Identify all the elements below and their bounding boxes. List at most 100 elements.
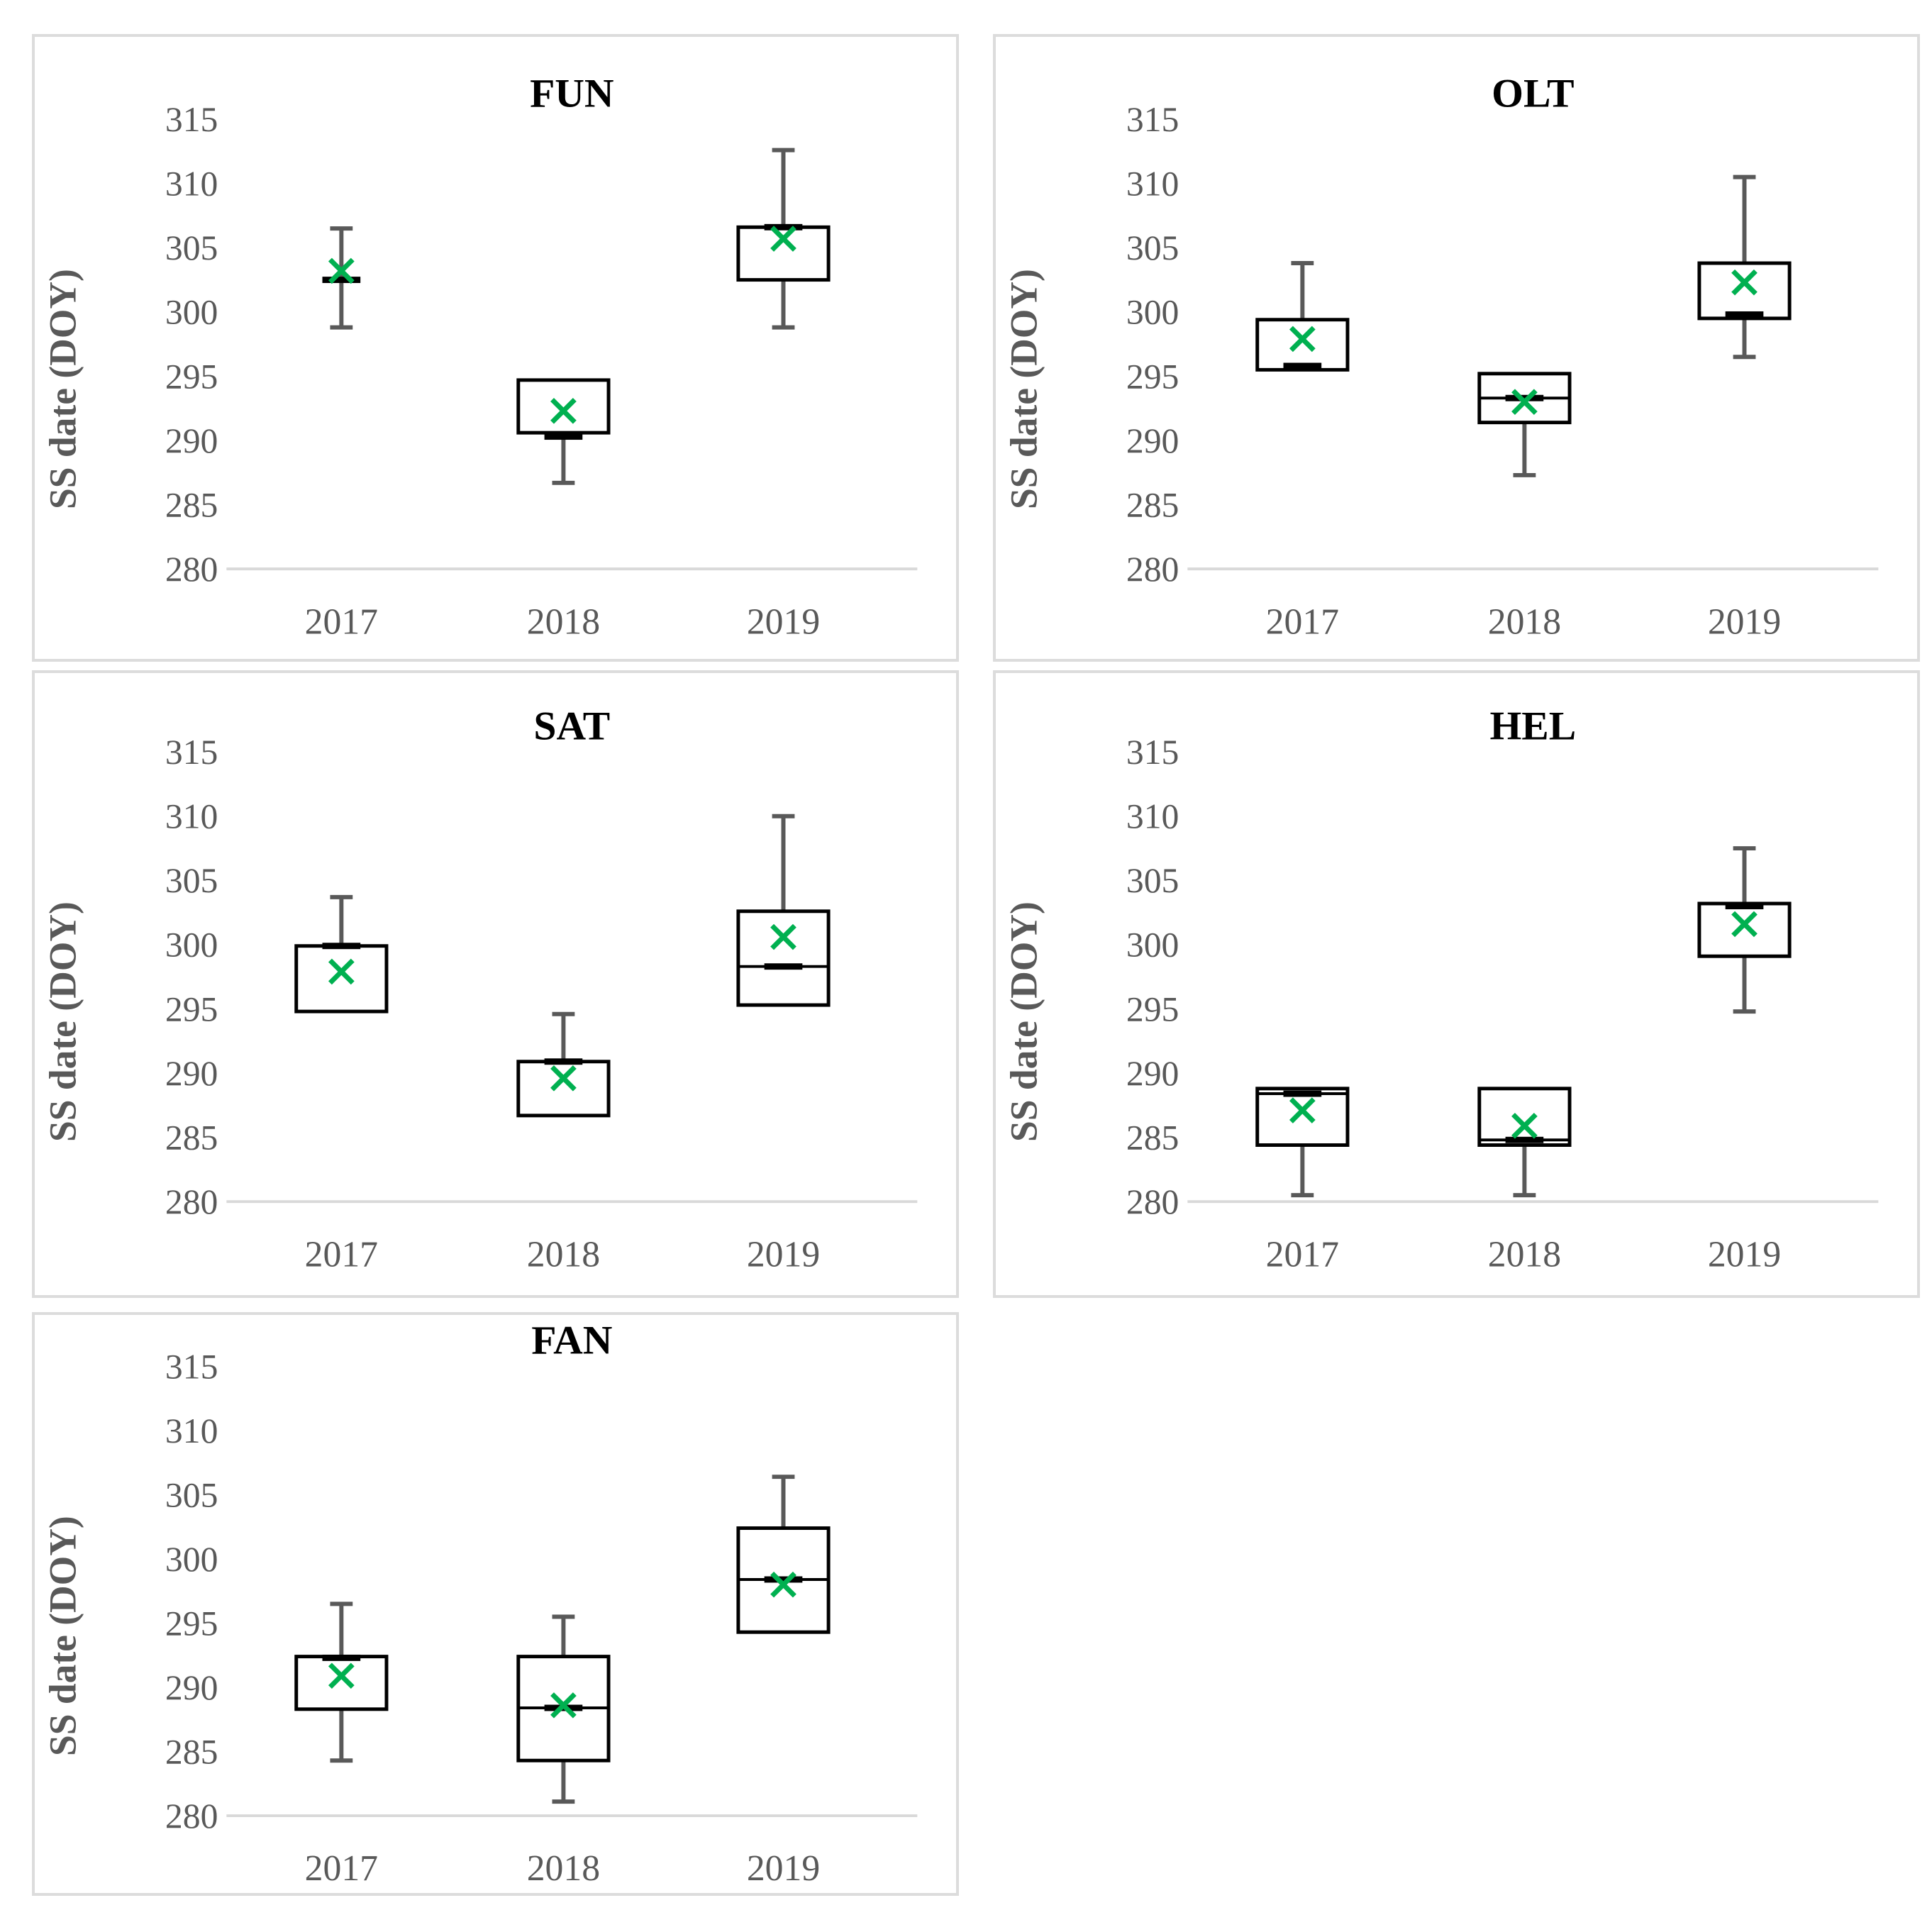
iqr-box xyxy=(516,378,611,435)
y-tick-label: 315 xyxy=(1126,100,1179,139)
y-axis-title: SS date (DOY) xyxy=(1003,269,1045,509)
y-tick-label: 295 xyxy=(1126,357,1179,396)
chart-panel-OLT: 280 285 290 295 300 305 310 315 OLT SS date (DOY)… xyxy=(993,34,1920,662)
iqr-box xyxy=(1477,1087,1572,1147)
chart-svg-FAN: 280 285 290 295 300 305 310 315 FAN SS date (DOY)… xyxy=(42,1318,918,1889)
chart-title: SAT xyxy=(533,704,610,748)
y-tick-label: 295 xyxy=(165,357,218,396)
x-tick-label: 2019 xyxy=(747,1848,820,1889)
y-tick-label: 290 xyxy=(165,1668,218,1707)
boxplot-FUN-2018 xyxy=(516,378,611,485)
x-tick-label: 2017 xyxy=(1266,1234,1339,1275)
iqr-box xyxy=(736,909,831,1007)
median-dash xyxy=(764,223,803,231)
y-tick-label: 305 xyxy=(1126,861,1179,900)
chart-title: FUN xyxy=(530,71,614,116)
x-tick-label: 2017 xyxy=(305,1234,378,1275)
y-tick-label: 290 xyxy=(1126,1054,1179,1093)
x-tick-label: 2019 xyxy=(747,1234,820,1275)
y-axis-title: SS date (DOY) xyxy=(1003,901,1045,1142)
y-tick-label: 280 xyxy=(1126,1182,1179,1221)
iqr-box xyxy=(1697,901,1792,958)
y-tick-label: 315 xyxy=(1126,733,1179,772)
mean-marker-x-icon xyxy=(550,1065,577,1092)
y-tick-label: 310 xyxy=(1126,797,1179,836)
x-tick-label: 2018 xyxy=(1488,601,1561,642)
iqr-box xyxy=(1697,261,1792,321)
y-tick-label: 305 xyxy=(165,228,218,267)
mean-marker-x-icon xyxy=(770,226,796,252)
x-tick-label: 2017 xyxy=(1266,601,1339,642)
boxplot-HEL-2017 xyxy=(1255,1087,1350,1198)
chart-svg-HEL: 280 285 290 295 300 305 310 315 HEL SS date (DOY)… xyxy=(1003,704,1879,1275)
y-tick-label: 300 xyxy=(165,293,218,332)
mean-marker-x-icon xyxy=(1731,911,1758,938)
median-dash xyxy=(1505,1136,1544,1143)
y-tick-label: 300 xyxy=(1126,293,1179,332)
boxplot-FUN-2019 xyxy=(736,148,831,330)
y-tick-label: 300 xyxy=(1126,926,1179,965)
chart-title: HEL xyxy=(1489,704,1576,748)
y-tick-label: 310 xyxy=(165,165,218,204)
boxplot-FAN-2017 xyxy=(294,1601,389,1763)
y-tick-label: 290 xyxy=(165,1054,218,1093)
mean-marker-x-icon xyxy=(1289,326,1316,352)
y-tick-label: 285 xyxy=(1126,1118,1179,1157)
y-tick-label: 290 xyxy=(165,421,218,460)
y-tick-label: 315 xyxy=(165,100,218,139)
y-tick-label: 285 xyxy=(165,485,218,524)
mean-marker-x-icon xyxy=(1289,1097,1316,1123)
chart-svg-SAT: 280 285 290 295 300 305 310 315 SAT SS date (DOY)… xyxy=(42,704,918,1275)
y-tick-label: 285 xyxy=(165,1118,218,1157)
y-tick-label: 310 xyxy=(165,797,218,836)
x-tick-label: 2019 xyxy=(1708,1234,1781,1275)
iqr-box xyxy=(294,1655,389,1711)
median-dash xyxy=(764,1576,803,1583)
y-tick-label: 305 xyxy=(165,861,218,900)
y-tick-label: 315 xyxy=(165,733,218,772)
x-tick-label: 2019 xyxy=(747,601,820,642)
boxplot-SAT-2018 xyxy=(516,1011,611,1118)
chart-title: FAN xyxy=(531,1318,612,1363)
mean-marker-x-icon xyxy=(1511,1113,1538,1139)
iqr-box xyxy=(736,225,831,282)
chart-panel-HEL: 280 285 290 295 300 305 310 315 HEL SS date (DOY)… xyxy=(993,670,1920,1298)
x-tick-label: 2018 xyxy=(1488,1234,1561,1275)
boxplot-FUN-2017 xyxy=(322,226,361,330)
x-tick-label: 2018 xyxy=(527,1848,600,1889)
y-tick-label: 300 xyxy=(165,926,218,965)
boxplot-SAT-2019 xyxy=(736,814,831,1007)
median-dash xyxy=(1725,311,1764,318)
median-dash xyxy=(322,943,361,950)
mean-marker-x-icon xyxy=(770,923,796,950)
mean-marker-x-icon xyxy=(328,1662,355,1689)
mean-marker-x-icon xyxy=(1511,389,1538,415)
boxplot-OLT-2018 xyxy=(1477,372,1572,477)
y-tick-label: 280 xyxy=(165,550,218,589)
y-tick-label: 290 xyxy=(1126,421,1179,460)
mean-marker-x-icon xyxy=(328,257,355,284)
y-tick-label: 285 xyxy=(1126,485,1179,524)
boxplot-OLT-2019 xyxy=(1697,174,1792,360)
y-tick-label: 305 xyxy=(1126,228,1179,267)
y-tick-label: 300 xyxy=(165,1540,218,1579)
boxplot-FAN-2018 xyxy=(516,1614,611,1804)
x-tick-label: 2018 xyxy=(527,601,600,642)
median-dash xyxy=(544,433,583,440)
chart-panel-FUN: 280 285 290 295 300 305 310 315 FUN SS date (DOY)… xyxy=(32,34,959,662)
median-dash xyxy=(764,963,803,970)
y-tick-label: 295 xyxy=(165,1604,218,1643)
y-tick-label: 280 xyxy=(1126,550,1179,589)
chart-panel-FAN: 280 285 290 295 300 305 310 315 FAN SS date (DOY)… xyxy=(32,1312,959,1896)
y-axis-title: SS date (DOY) xyxy=(42,901,84,1142)
x-tick-label: 2018 xyxy=(527,1234,600,1275)
y-tick-label: 295 xyxy=(165,989,218,1028)
mean-marker-x-icon xyxy=(328,958,355,985)
y-tick-label: 310 xyxy=(165,1411,218,1450)
y-axis-title: SS date (DOY) xyxy=(42,269,84,509)
y-tick-label: 285 xyxy=(165,1732,218,1771)
chart-svg-FUN: 280 285 290 295 300 305 310 315 FUN SS date (DOY)… xyxy=(42,71,918,642)
x-tick-label: 2017 xyxy=(305,601,378,642)
mean-marker-x-icon xyxy=(550,398,577,424)
median-dash xyxy=(322,277,361,284)
